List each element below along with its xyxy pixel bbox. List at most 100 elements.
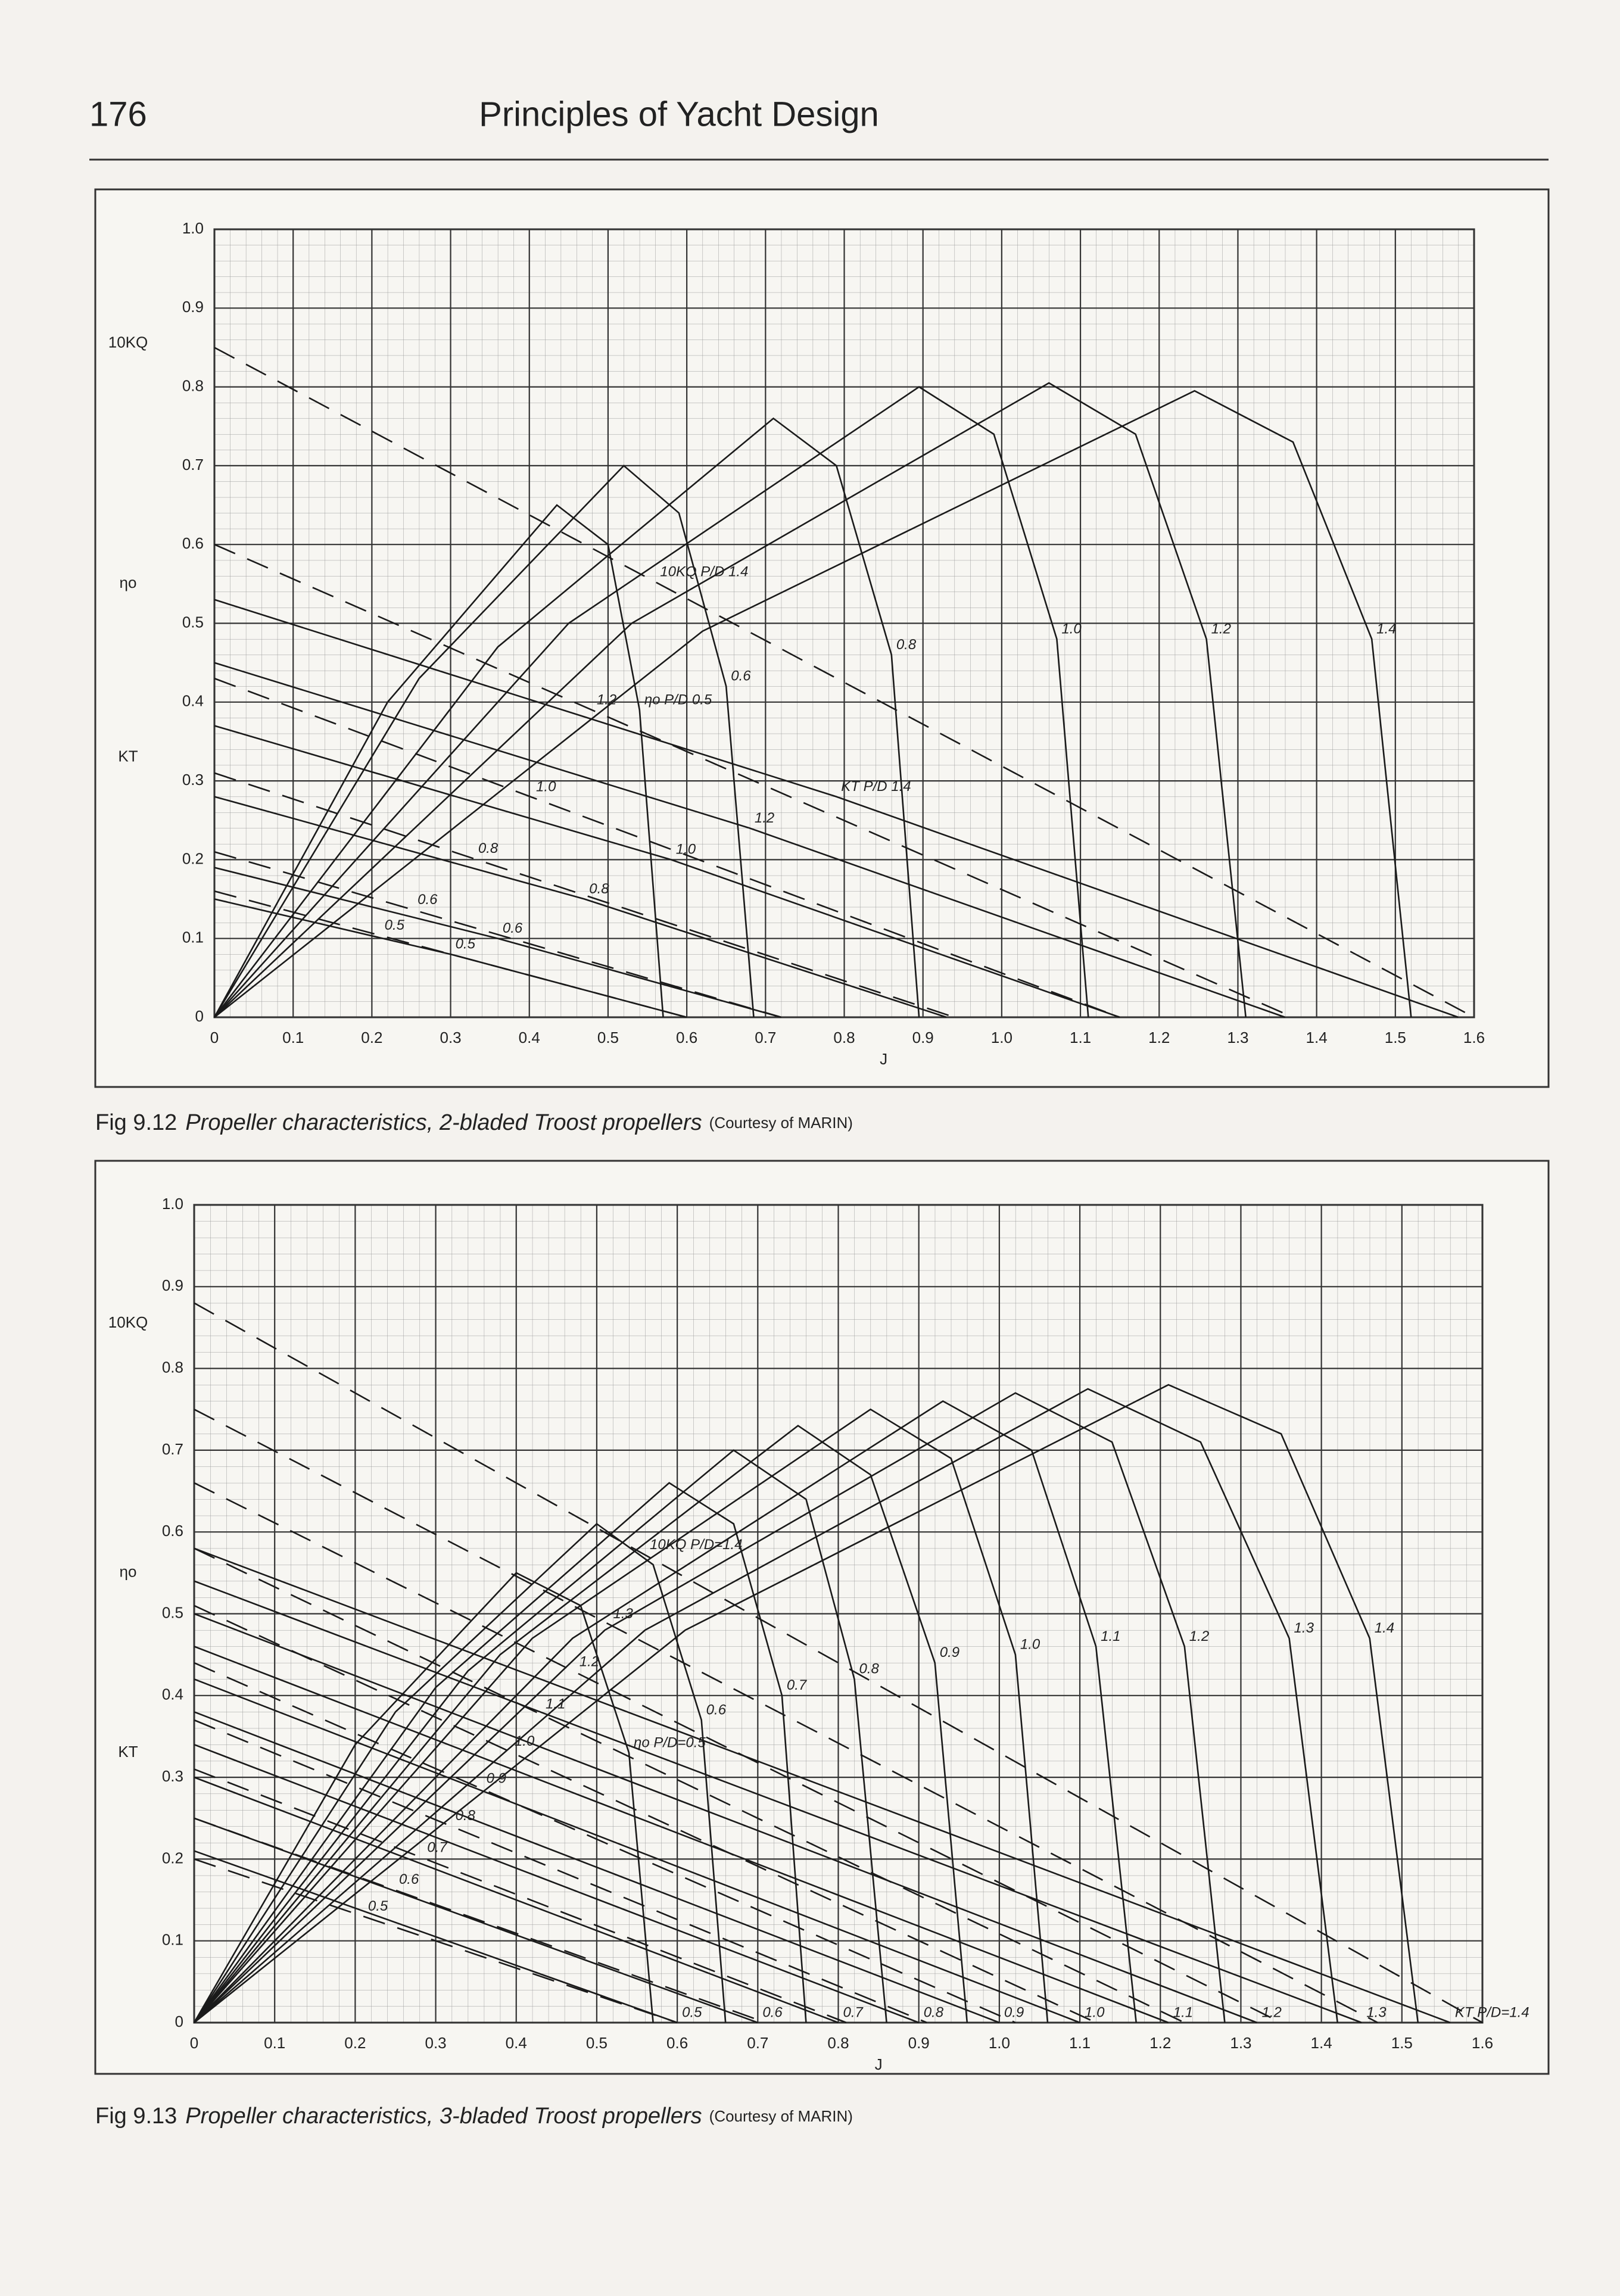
x-tick-label: 1.1 [1070, 1029, 1091, 1046]
caption-text: Propeller characteristics, 3-bladed Troo… [185, 2104, 702, 2129]
x-tick-label: 0.5 [586, 2034, 608, 2052]
x-tick-label: 0.4 [519, 1029, 540, 1046]
kt-curve [194, 1850, 678, 2024]
y-tick-label: 0.9 [182, 298, 204, 316]
kq-curve [194, 1482, 1282, 2024]
eta-curve [193, 1482, 807, 2023]
figure-caption: Fig 9.12 Propeller characteristics, 2-bla… [95, 1110, 853, 1135]
y-tick-label: 0.1 [182, 929, 204, 946]
eta-curve-label: 1.1 [1101, 1628, 1120, 1644]
kt-curve-label: 0.8 [924, 2004, 944, 2020]
x-tick-label: 0.2 [361, 1029, 382, 1046]
y-tick-label: 1.0 [162, 1195, 183, 1213]
kq-curve-label: 0.8 [478, 840, 499, 856]
kt-curve [194, 1613, 1257, 2024]
eta-curve-label: 0.9 [940, 1644, 959, 1661]
x-tick-label: 0.7 [747, 2034, 768, 2052]
x-tick-label: 0.9 [912, 1029, 934, 1046]
kq-curve [194, 1302, 1483, 2024]
x-tick-label: 1.1 [1069, 2034, 1091, 2052]
caption-figure-number: Fig 9.12 [95, 1110, 177, 1135]
eta-curve-label: ηo P/D 0.5 [644, 691, 712, 708]
y-axis-label: KT [118, 747, 138, 765]
x-tick-label: 0.8 [833, 1029, 855, 1046]
x-tick-label: 0.9 [908, 2034, 930, 2052]
kq-curve [194, 1409, 1378, 2024]
kq-curve-label: 0.9 [487, 1771, 506, 1787]
chart: 0 0.1 0.2 0.3 0.4 0.5 0.6 0.7 0.8 0.9 1.0 0 0.1 0.2 0.… [94, 1160, 1550, 2075]
y-axis-label: KT [118, 1743, 138, 1761]
eta-curve-label: 1.2 [1189, 1628, 1209, 1644]
kq-curve [194, 1662, 1016, 2024]
kq-curve [214, 347, 1475, 1018]
eta-curve-label: 0.7 [787, 1677, 808, 1693]
x-tick-label: 1.2 [1149, 2034, 1171, 2052]
x-tick-label: 1.6 [1472, 2034, 1493, 2052]
x-tick-label: 1.6 [1463, 1029, 1485, 1046]
eta-curve-label: 1.0 [1020, 1636, 1040, 1652]
kq-curve [214, 851, 782, 1018]
y-axis-label: 10KQ [108, 334, 148, 351]
x-tick-label: 0.3 [425, 2034, 446, 2052]
eta-curve [194, 1400, 1137, 2023]
eta-curve [193, 1449, 887, 2023]
eta-curve-label: 1.2 [1211, 621, 1231, 637]
y-tick-label: 0.4 [162, 1686, 183, 1703]
y-tick-label: 0 [195, 1007, 204, 1025]
kt-curve-label: 0.8 [589, 881, 609, 897]
x-tick-label: 0.5 [597, 1029, 619, 1046]
x-tick-label: 0.7 [755, 1029, 776, 1046]
eta-curve [193, 1522, 727, 2023]
y-tick-label: 0.1 [162, 1931, 183, 1949]
y-tick-label: 1.0 [182, 219, 204, 237]
x-tick-label: 1.3 [1227, 1029, 1248, 1046]
chart: 0 0.1 0.2 0.3 0.4 0.5 0.6 0.7 0.8 0.9 1.0 0 0.1 0.2 0.… [94, 188, 1550, 1088]
y-tick-label: 0.3 [182, 771, 204, 789]
y-tick-label: 0.7 [162, 1440, 183, 1458]
kt-curve [194, 1776, 839, 2024]
kt-curve-label: 0.6 [762, 2004, 783, 2020]
eta-curve [214, 390, 1412, 1018]
x-tick-label: 1.3 [1230, 2034, 1251, 2052]
kq-curve-label: 0.5 [368, 1898, 388, 1914]
eta-curve [194, 1384, 1419, 2024]
eta-curve [213, 417, 920, 1018]
kt-curve [214, 867, 782, 1018]
kt-curve [194, 1711, 1000, 2024]
x-tick-label: 1.5 [1391, 2034, 1413, 2052]
kt-curve [194, 1817, 758, 2024]
eta-curve [194, 1425, 968, 2023]
x-tick-label: 0.3 [440, 1029, 461, 1046]
kt-curve-label: 1.0 [1085, 2004, 1105, 2020]
y-tick-label: 0.7 [182, 456, 204, 473]
x-tick-label: 1.4 [1306, 1029, 1328, 1046]
kq-curve [194, 1605, 1096, 2024]
x-tick-label: 0.1 [282, 1029, 304, 1046]
kt-curve [214, 662, 1286, 1018]
eta-curve [194, 1392, 1226, 2023]
caption-figure-number: Fig 9.13 [95, 2104, 177, 2129]
kt-curve [214, 796, 947, 1018]
kt-curve-label: 1.1 [1173, 2004, 1193, 2020]
eta-curve-label: 0.6 [731, 668, 751, 684]
x-axis-label: J [875, 2055, 883, 2073]
y-tick-label: 0.8 [182, 376, 204, 394]
eta-curve-label: 1.4 [1376, 621, 1396, 637]
kq-curve [214, 677, 1120, 1018]
x-tick-label: 0.6 [676, 1029, 697, 1046]
x-tick-label: 1.4 [1311, 2034, 1332, 2052]
y-tick-label: 0 [175, 2012, 183, 2030]
x-tick-label: 0.4 [506, 2034, 527, 2052]
eta-curve-label: 1.3 [1294, 1620, 1314, 1636]
kq-curve-label: 0.7 [427, 1840, 448, 1856]
x-tick-label: 1.0 [989, 2034, 1010, 2052]
eta-curve-label: 0.8 [896, 637, 917, 653]
caption-credit: (Courtesy of MARIN) [709, 2107, 853, 2125]
kt-curve [194, 1646, 1169, 2024]
kq-curve-label: 10KQ P/D 1.4 [660, 563, 748, 580]
y-tick-label: 0.8 [162, 1358, 183, 1376]
running-title: Principles of Yacht Design [479, 95, 879, 133]
kq-curve-label: 1.0 [536, 779, 556, 795]
